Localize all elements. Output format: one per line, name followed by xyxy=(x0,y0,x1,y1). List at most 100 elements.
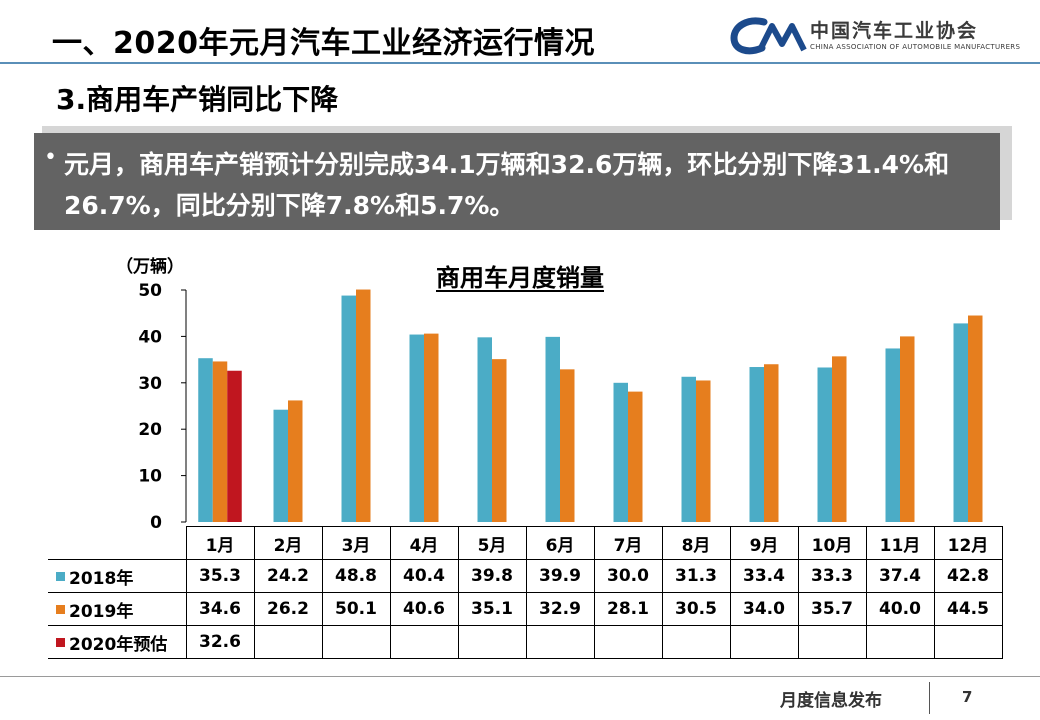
data-label: 26.2 xyxy=(253,592,323,626)
data-label: 40.4 xyxy=(389,559,459,593)
summary-bullet: • xyxy=(44,145,57,170)
data-label xyxy=(457,625,527,659)
bar-1-8 xyxy=(681,376,696,522)
footer-divider xyxy=(0,676,1040,677)
bar-3-1 xyxy=(227,370,242,522)
page-number: 7 xyxy=(962,688,973,706)
data-label xyxy=(729,625,799,659)
y-tick-label: 50 xyxy=(138,281,162,301)
x-tick-label: 3月 xyxy=(321,526,391,560)
bar-chart: 0 10 20 30 40 50 xyxy=(138,281,983,530)
bar-2-6 xyxy=(560,369,575,522)
data-label: 30.5 xyxy=(661,592,731,626)
bar-2-2 xyxy=(288,400,303,522)
data-label xyxy=(593,625,663,659)
x-tick-label: 6月 xyxy=(525,526,595,560)
bar-1-9 xyxy=(749,367,764,522)
legend-swatch xyxy=(56,638,65,647)
bar-1-7 xyxy=(613,382,628,522)
data-label: 31.3 xyxy=(661,559,731,593)
data-label: 37.4 xyxy=(865,559,935,593)
y-tick-label: 10 xyxy=(138,467,162,487)
bar-2-9 xyxy=(764,364,779,522)
data-label: 42.8 xyxy=(933,559,1003,593)
caam-logo: 中国汽车工业协会 CHINA ASSOCIATION OF AUTOMOBILE… xyxy=(730,14,1030,58)
logo-chinese-name: 中国汽车工业协会 xyxy=(810,20,979,42)
data-label: 35.7 xyxy=(797,592,867,626)
data-label xyxy=(661,625,731,659)
legend-label: 2018年 xyxy=(69,568,134,589)
bar-1-5 xyxy=(477,337,492,522)
legend-entry: 2020年预估 xyxy=(48,625,187,659)
x-tick-label: 7月 xyxy=(593,526,663,560)
bar-2-3 xyxy=(356,289,371,522)
bar-2-5 xyxy=(492,359,507,522)
legend-entry: 2018年 xyxy=(48,559,187,593)
table-header-row: 1月 2月 3月 4月 5月 6月 7月 8月 9月 10月 11月 12月 xyxy=(48,526,1003,560)
bar-1-6 xyxy=(545,336,560,522)
data-label: 33.4 xyxy=(729,559,799,593)
data-label xyxy=(865,625,935,659)
summary-text: 元月，商用车产销预计分别完成34.1万辆和32.6万辆，环比分别下降31.4%和… xyxy=(64,150,950,220)
data-label: 35.3 xyxy=(185,559,255,593)
data-label: 40.0 xyxy=(865,592,935,626)
data-label xyxy=(253,625,323,659)
table-row: 2018年 35.3 24.2 48.8 40.4 39.8 39.9 30.0 31.3 33.… xyxy=(48,559,1003,593)
table-row: 2019年 34.6 26.2 50.1 40.6 35.1 32.9 28.1 30.5 34.… xyxy=(48,592,1003,626)
x-tick-label: 12月 xyxy=(933,526,1003,560)
data-label: 35.1 xyxy=(457,592,527,626)
x-tick-label: 2月 xyxy=(253,526,323,560)
data-label: 50.1 xyxy=(321,592,391,626)
legend-entry: 2019年 xyxy=(48,592,187,626)
bar-1-4 xyxy=(409,334,424,522)
bar-1-11 xyxy=(885,348,900,522)
table-corner xyxy=(48,527,186,560)
data-label xyxy=(525,625,595,659)
data-label: 33.3 xyxy=(797,559,867,593)
slide-title: 一、2020年元月汽车工业经济运行情况 xyxy=(52,26,595,61)
data-label: 39.8 xyxy=(457,559,527,593)
bar-1-3 xyxy=(341,295,356,522)
data-label xyxy=(389,625,459,659)
data-label: 44.5 xyxy=(933,592,1003,626)
y-tick-label: 20 xyxy=(138,420,162,440)
caam-logo-icon xyxy=(730,17,807,55)
x-tick-label: 9月 xyxy=(729,526,799,560)
x-tick-label: 8月 xyxy=(661,526,731,560)
bar-2-8 xyxy=(696,380,711,522)
legend-swatch xyxy=(56,572,65,581)
y-axis-unit: （万辆） xyxy=(116,257,184,277)
data-label: 48.8 xyxy=(321,559,391,593)
x-tick-label: 10月 xyxy=(797,526,867,560)
data-label xyxy=(321,625,391,659)
x-tick-label: 11月 xyxy=(865,526,935,560)
data-label: 30.0 xyxy=(593,559,663,593)
bar-1-10 xyxy=(817,367,832,522)
data-label: 39.9 xyxy=(525,559,595,593)
bar-2-7 xyxy=(628,391,643,522)
data-label xyxy=(933,625,1003,659)
section-subtitle: 3.商用车产销同比下降 xyxy=(56,83,339,116)
logo-english-name: CHINA ASSOCIATION OF AUTOMOBILE MANUFACT… xyxy=(810,43,1021,51)
y-tick-label: 30 xyxy=(138,374,162,394)
bar-1-12 xyxy=(953,323,968,522)
footer-separator xyxy=(929,682,930,714)
legend-swatch xyxy=(56,605,65,614)
bar-2-1 xyxy=(212,361,228,522)
data-label: 40.6 xyxy=(389,592,459,626)
data-label: 32.6 xyxy=(185,625,255,659)
legend-label: 2020年预估 xyxy=(69,634,168,655)
title-divider xyxy=(0,62,1040,64)
bar-2-4 xyxy=(424,333,439,522)
table-row: 2020年预估 32.6 xyxy=(48,625,1003,659)
chart-title: 商用车月度销量 xyxy=(436,264,604,292)
x-tick-label: 4月 xyxy=(389,526,459,560)
bar-2-11 xyxy=(900,336,915,522)
data-label xyxy=(797,625,867,659)
bar-1-1 xyxy=(198,358,213,522)
footer-label: 月度信息发布 xyxy=(780,691,882,711)
data-label: 34.0 xyxy=(729,592,799,626)
bar-2-12 xyxy=(968,315,983,522)
data-label: 28.1 xyxy=(593,592,663,626)
data-label: 24.2 xyxy=(253,559,323,593)
